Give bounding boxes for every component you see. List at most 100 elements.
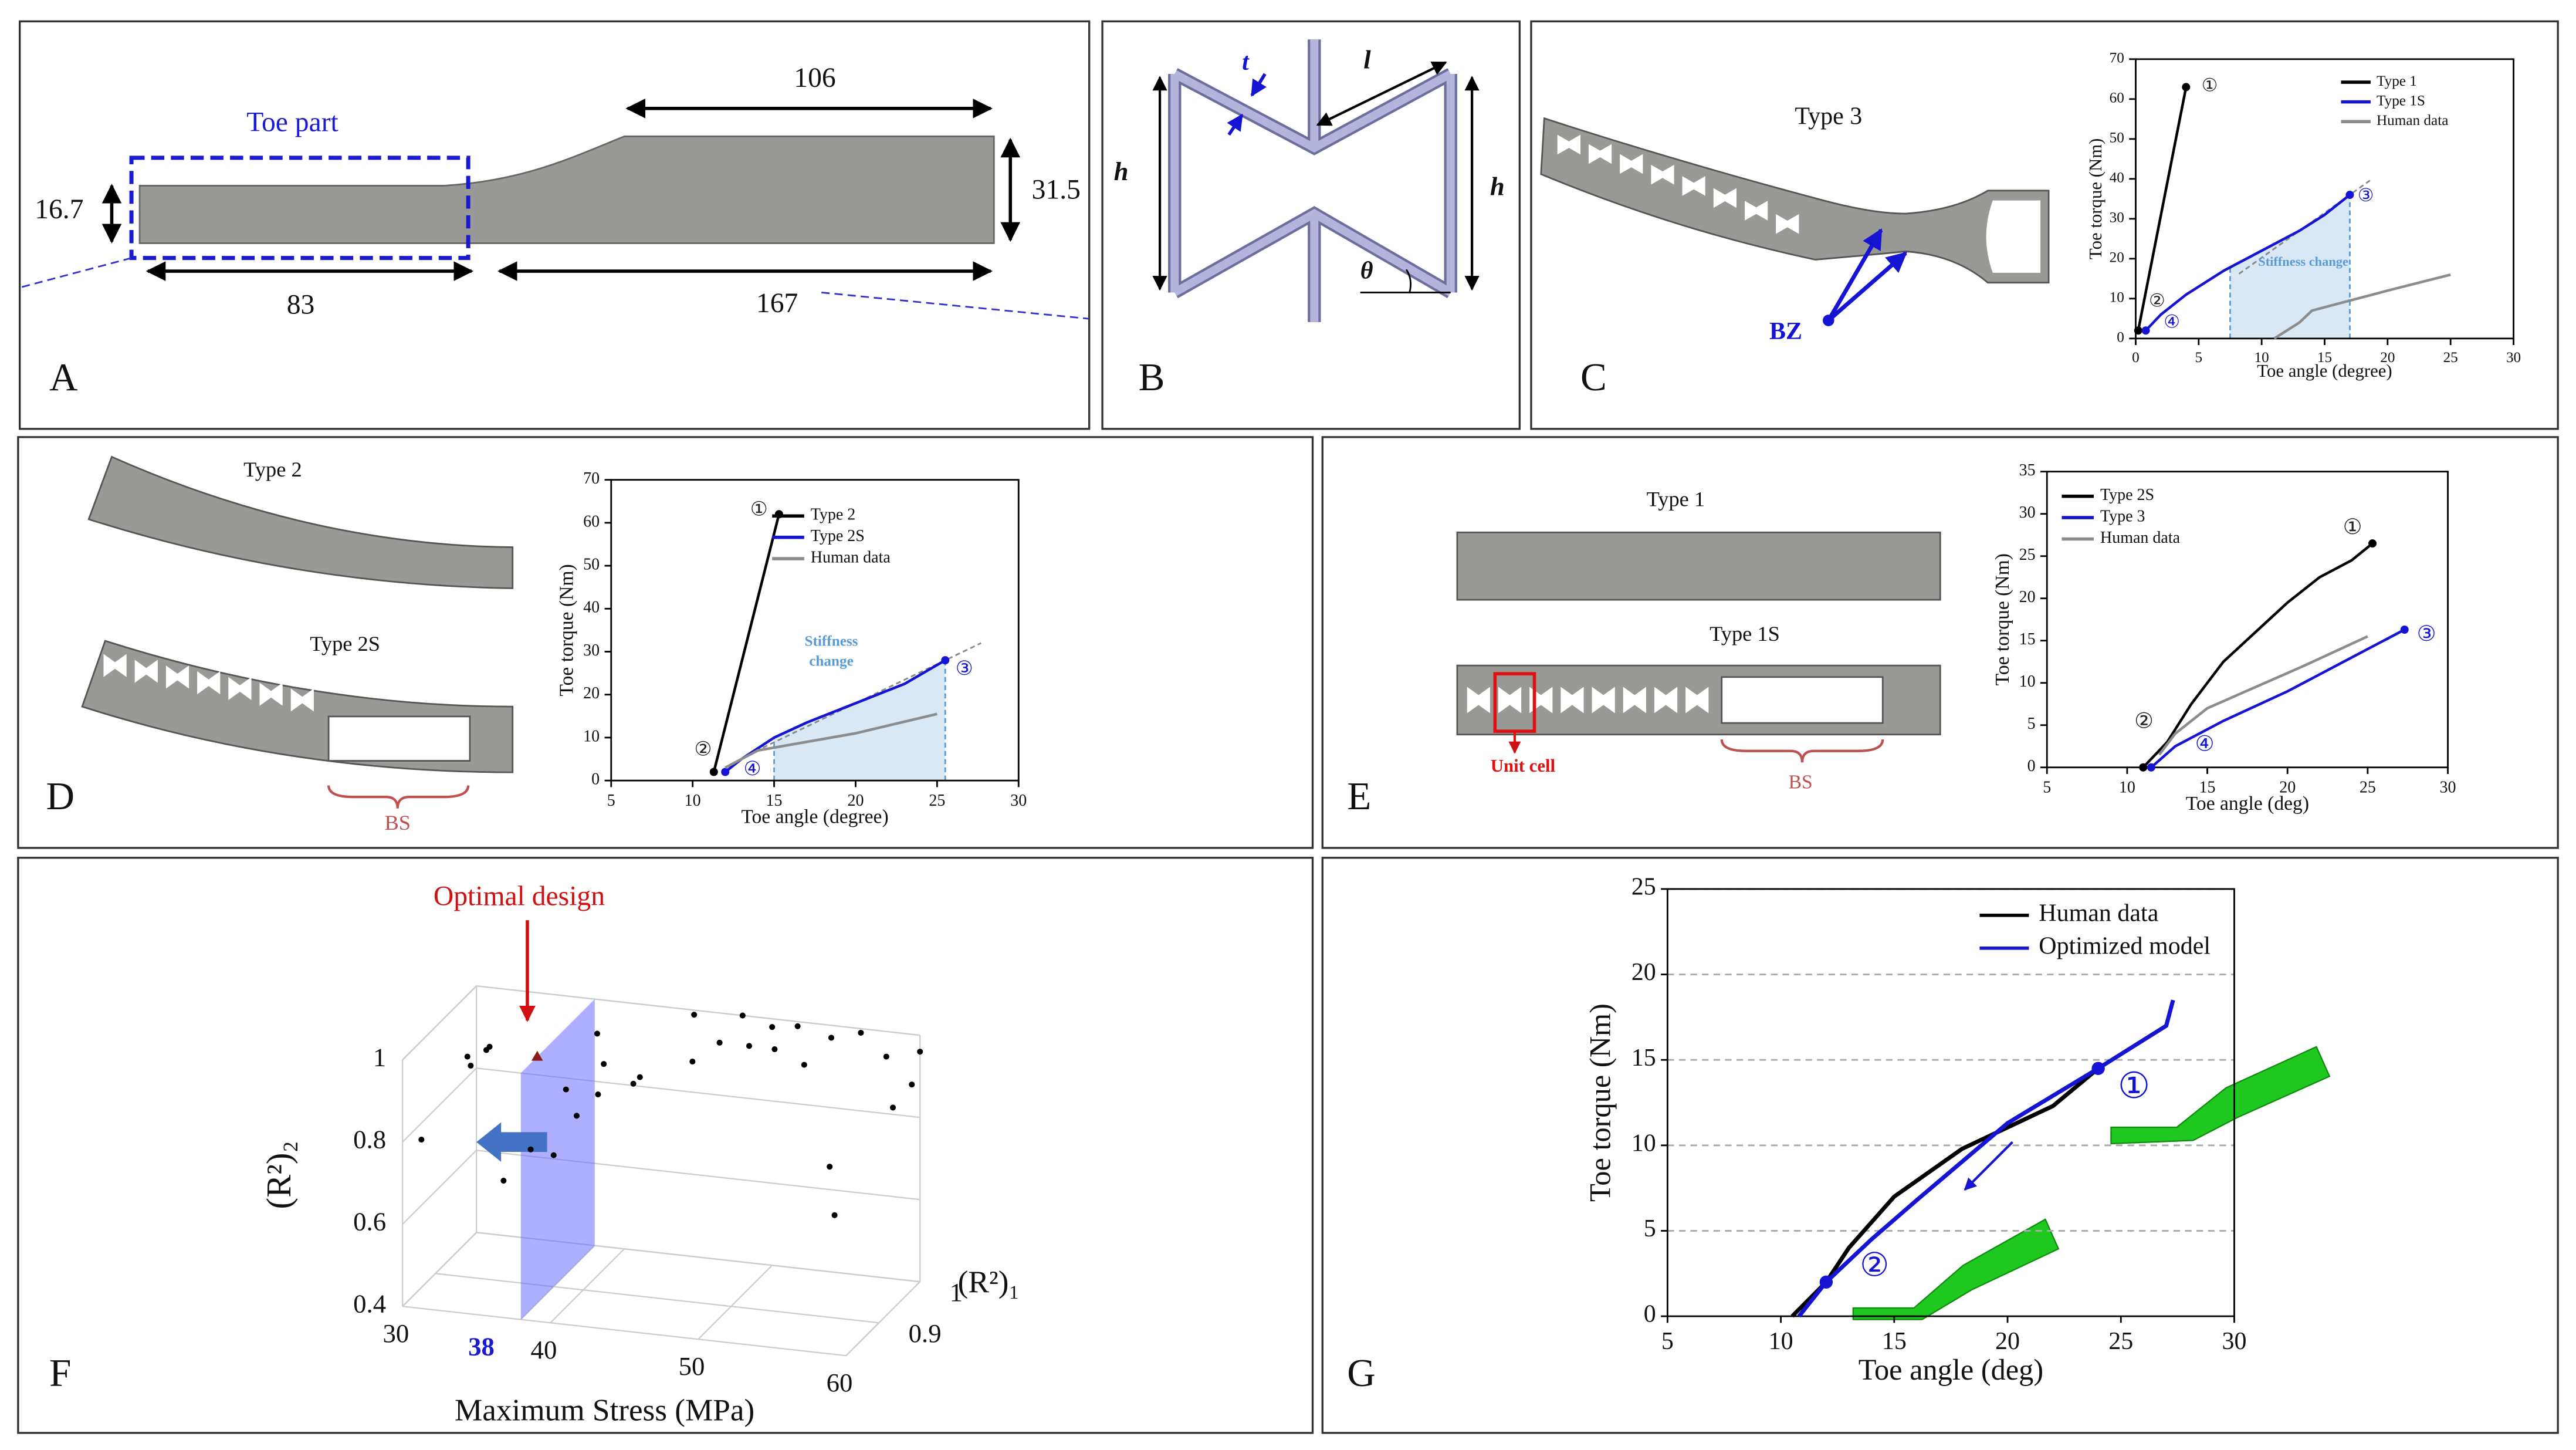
panel-g-insets bbox=[1852, 1046, 2331, 1320]
y-tick-label: 70 bbox=[2110, 50, 2124, 66]
x-tick-label: 60 bbox=[827, 1368, 853, 1397]
point bbox=[827, 1164, 833, 1170]
annotation: ① bbox=[2118, 1066, 2150, 1106]
x-tick-label: 0 bbox=[2132, 350, 2140, 366]
y-tick-label: 5 bbox=[2027, 715, 2036, 733]
frame bbox=[17, 436, 1314, 849]
frame bbox=[1321, 857, 2559, 1434]
grid-line bbox=[476, 985, 920, 1036]
hole bbox=[1467, 687, 1490, 714]
panel-label: G bbox=[1347, 1351, 1376, 1395]
annotation: ② bbox=[2134, 709, 2154, 732]
x-tick-label: 15 bbox=[2317, 350, 2332, 366]
model-inset bbox=[1852, 1218, 2060, 1320]
point bbox=[630, 1080, 637, 1087]
y-tick-label: 5 bbox=[1644, 1215, 1656, 1242]
type3-beam bbox=[1540, 117, 2050, 284]
x-tick-label: 5 bbox=[2043, 779, 2051, 797]
annotation: ① bbox=[750, 499, 768, 520]
legend-label: Type 2S bbox=[2100, 486, 2154, 504]
hole bbox=[1498, 687, 1522, 714]
legend-label: Human data bbox=[2039, 900, 2158, 927]
shaded-region bbox=[2230, 195, 2350, 339]
symbol: h bbox=[1490, 171, 1505, 201]
bs-label: BS bbox=[384, 811, 411, 834]
point bbox=[500, 1177, 507, 1184]
bs-label: BS bbox=[1789, 771, 1813, 793]
panel-label: E bbox=[1347, 774, 1371, 818]
y-tick-label: 50 bbox=[583, 556, 600, 574]
x-tick-label: 25 bbox=[2360, 779, 2376, 797]
panel-label: D bbox=[46, 774, 75, 818]
point bbox=[858, 1029, 864, 1036]
y-tick-label: 10 bbox=[583, 727, 600, 745]
annotation: ③ bbox=[2358, 185, 2374, 205]
x-tick-label: 30 bbox=[383, 1319, 409, 1348]
dimension: 106 bbox=[794, 63, 835, 93]
toe-part-label: Toe part bbox=[246, 107, 338, 138]
thickness-arrow bbox=[1227, 113, 1244, 136]
y-tick-label: 40 bbox=[2110, 170, 2124, 186]
end-dot bbox=[2139, 763, 2148, 772]
series-line bbox=[725, 712, 937, 769]
hole bbox=[1776, 214, 1799, 234]
y-tick-label: 30 bbox=[583, 641, 600, 660]
annotation: ④ bbox=[2195, 732, 2215, 756]
point bbox=[889, 1104, 896, 1111]
symbol: h bbox=[1114, 157, 1129, 186]
frame bbox=[1321, 436, 2559, 849]
hole bbox=[1651, 164, 1674, 185]
bz-arrow bbox=[1827, 251, 1908, 322]
panel-letters: A B C D E F G bbox=[46, 355, 1606, 1395]
y-tick-label: 60 bbox=[583, 512, 600, 530]
type1-beam bbox=[1456, 531, 1941, 601]
type-label: Type 1 bbox=[1647, 487, 1705, 511]
hole bbox=[1685, 687, 1709, 714]
panel-label: C bbox=[1580, 355, 1607, 399]
point bbox=[691, 1012, 698, 1018]
x-tick-label: 5 bbox=[607, 792, 615, 810]
point bbox=[601, 1061, 607, 1067]
lattice bbox=[1557, 134, 1799, 234]
point bbox=[486, 1043, 493, 1050]
end-dot bbox=[709, 768, 718, 776]
unit-cell bbox=[1168, 39, 1457, 322]
x-tick-label: 25 bbox=[2443, 350, 2458, 366]
x-tick-label: 10 bbox=[2255, 350, 2269, 366]
x-axis-title: Toe angle (deg) bbox=[2186, 793, 2309, 814]
series-line bbox=[712, 513, 781, 773]
y-tick-label: 35 bbox=[2019, 461, 2036, 479]
panel-label: F bbox=[49, 1351, 71, 1395]
series-line bbox=[2150, 628, 2405, 769]
cell-fill bbox=[1170, 39, 1455, 322]
annotation: change bbox=[809, 653, 854, 669]
end-dot bbox=[2147, 763, 2155, 772]
x-axis-title: Toe angle (degree) bbox=[2257, 361, 2392, 381]
toe-part-box bbox=[129, 156, 470, 261]
hole bbox=[1561, 687, 1584, 714]
grid-line bbox=[435, 1273, 879, 1324]
plot-frame bbox=[610, 479, 1020, 782]
x-tick-label: 25 bbox=[929, 792, 945, 810]
y-tick-label: 40 bbox=[583, 599, 600, 617]
point bbox=[917, 1049, 923, 1055]
y-tick-label: 10 bbox=[2019, 672, 2036, 691]
hole bbox=[1620, 154, 1643, 174]
cutout bbox=[327, 715, 471, 762]
y-tick-label: 15 bbox=[2019, 630, 2036, 648]
cutout bbox=[1721, 676, 1884, 724]
plot-frame bbox=[2135, 58, 2514, 340]
y-axis-title: Toe torque (Nm) bbox=[1584, 1003, 1617, 1202]
y-tick-label: 70 bbox=[583, 469, 600, 488]
y-tick-label: 10 bbox=[1631, 1130, 1656, 1157]
point-dot bbox=[2091, 1062, 2105, 1075]
hole bbox=[1623, 687, 1646, 714]
grid-line bbox=[845, 1281, 921, 1357]
brace bbox=[1720, 739, 1884, 763]
y-tick-label: 0 bbox=[591, 770, 600, 789]
x-tick-label: 20 bbox=[2380, 350, 2395, 366]
x-tick-label: 30 bbox=[1010, 792, 1027, 810]
legend-label: Optimized model bbox=[2039, 932, 2211, 959]
